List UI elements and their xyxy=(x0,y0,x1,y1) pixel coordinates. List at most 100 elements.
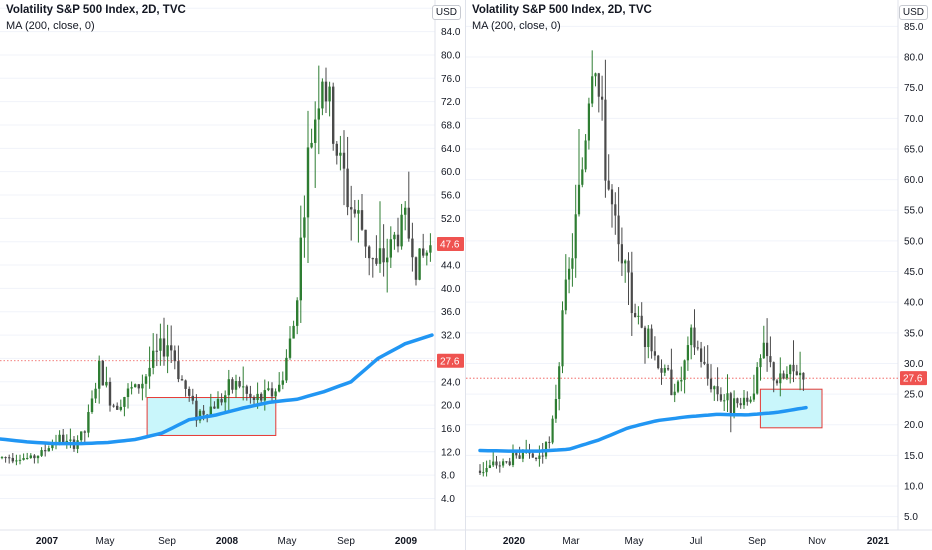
currency-badge[interactable]: USD xyxy=(431,5,461,20)
candle-body xyxy=(505,461,508,463)
candle-body xyxy=(321,81,324,109)
x-tick-label: May xyxy=(278,536,297,547)
ma-200-line xyxy=(478,405,808,453)
y-tick-label: 50.0 xyxy=(904,236,924,247)
candle-body xyxy=(492,461,495,466)
y-tick-label: 70.0 xyxy=(904,114,924,125)
candle-body xyxy=(170,345,173,351)
candle-body xyxy=(749,399,752,402)
candle-body xyxy=(488,465,491,469)
candle-body xyxy=(335,143,338,156)
candle-body xyxy=(296,300,299,326)
candle-body xyxy=(328,86,331,102)
candle-body xyxy=(396,234,400,247)
candle-body xyxy=(531,453,534,458)
candle-body xyxy=(670,369,673,396)
candle-body xyxy=(33,455,36,459)
candle-body xyxy=(209,406,212,416)
candle-body xyxy=(260,393,263,401)
candle-body xyxy=(152,350,155,368)
candle-body xyxy=(515,452,518,456)
x-tick-label: Sep xyxy=(748,536,766,547)
candle-body xyxy=(541,455,544,457)
y-tick-label: 68.0 xyxy=(441,120,461,131)
chart-title: Volatility S&P 500 Index, 2D, TVC xyxy=(472,4,652,16)
candle-body xyxy=(418,248,421,280)
y-tick-label: 8.0 xyxy=(441,471,455,482)
candle-body xyxy=(766,342,769,357)
y-tick-label: 52.0 xyxy=(441,214,461,225)
candle-body xyxy=(683,360,686,380)
y-tick-label: 32.0 xyxy=(441,331,461,342)
price-label-text: 47.6 xyxy=(440,240,460,251)
candle-body xyxy=(249,393,252,398)
candle-body xyxy=(274,391,277,397)
candle-body xyxy=(571,258,574,269)
candle-body xyxy=(389,239,392,258)
candle-body xyxy=(733,398,736,415)
candle-body xyxy=(375,258,378,264)
candle-body xyxy=(288,338,292,358)
candle-body xyxy=(105,381,108,386)
candle-body xyxy=(591,76,594,104)
candle-body xyxy=(36,455,40,459)
y-tick-label: 40.0 xyxy=(441,284,461,295)
candle-body xyxy=(538,455,541,460)
y-tick-label: 80.0 xyxy=(441,50,461,61)
candle-body xyxy=(317,108,320,120)
candle-body xyxy=(324,81,328,102)
candle-body xyxy=(202,410,205,415)
y-tick-label: 20.0 xyxy=(441,401,461,412)
candle-body xyxy=(90,398,94,413)
candle-body xyxy=(425,252,428,256)
candle-body xyxy=(548,441,551,443)
candle-body xyxy=(568,268,571,280)
y-tick-label: 55.0 xyxy=(904,206,924,217)
candle-body xyxy=(660,368,663,373)
y-tick-label: 25.0 xyxy=(904,390,924,401)
candle-body xyxy=(746,397,749,402)
price-label-text: 27.6 xyxy=(903,374,923,385)
candle-body xyxy=(116,405,119,410)
candle-body xyxy=(98,360,101,389)
candle-body xyxy=(716,386,719,395)
candle-body xyxy=(564,279,567,311)
candle-body xyxy=(332,86,335,144)
chart-svg-2007[interactable]: 4.08.012.016.020.024.028.032.036.040.044… xyxy=(0,0,466,550)
y-tick-label: 60.0 xyxy=(441,167,461,178)
candle-body xyxy=(101,360,104,386)
candle-body xyxy=(51,443,54,449)
candle-body xyxy=(792,364,795,372)
candle-body xyxy=(647,328,650,348)
indicator-label: MA (200, close, 0) xyxy=(6,20,95,32)
candle-body xyxy=(696,347,699,349)
candle-body xyxy=(252,397,256,400)
candle-body xyxy=(584,140,587,170)
chart-panel-2007: 4.08.012.016.020.024.028.032.036.040.044… xyxy=(0,0,466,550)
candle-body xyxy=(148,367,151,377)
x-tick-label: 2008 xyxy=(216,536,239,547)
candle-body xyxy=(177,361,180,380)
candle-body xyxy=(303,217,306,238)
candle-body xyxy=(346,168,349,208)
candle-body xyxy=(213,406,216,409)
candle-body xyxy=(690,327,693,346)
candle-body xyxy=(742,397,746,406)
candle-body xyxy=(123,397,126,407)
candle-body xyxy=(640,315,643,328)
price-label xyxy=(437,353,464,368)
candle-body xyxy=(166,345,169,357)
chart-svg-2020[interactable]: 5.0 10.0 15.0 20.0 25.0 30.0 35.0 40.0 45.0 50.0 5… xyxy=(466,0,932,550)
candle-body xyxy=(188,388,191,396)
candle-body xyxy=(498,465,501,467)
candle-body xyxy=(231,379,234,390)
candle-body xyxy=(713,386,716,390)
candle-body xyxy=(577,184,581,215)
candle-body xyxy=(26,457,29,459)
candle-body xyxy=(368,246,371,259)
candle-body xyxy=(657,355,660,369)
candle-body xyxy=(802,372,805,380)
currency-badge[interactable]: USD xyxy=(898,5,928,20)
candle-body xyxy=(44,450,47,452)
candle-body xyxy=(627,260,630,273)
